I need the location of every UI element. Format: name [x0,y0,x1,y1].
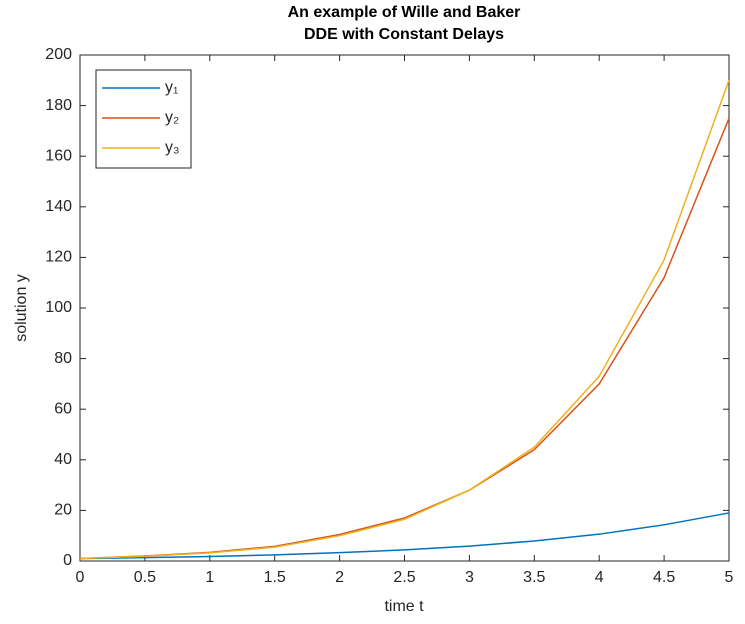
y-tick-label: 0 [63,552,72,569]
legend-box [95,69,192,169]
y-tick-label: 160 [45,147,72,164]
legend-label: y₂ [165,109,179,126]
x-tick-label: 0 [76,569,85,586]
x-tick-label: 1.5 [264,569,286,586]
x-tick-label: 4 [595,569,604,586]
y-tick-label: 180 [45,97,72,114]
x-tick-label: 2 [335,569,344,586]
x-tick-label: 2.5 [393,569,415,586]
y-tick-label: 20 [54,502,72,519]
x-tick-label: 1 [205,569,214,586]
chart-title: An example of Wille and Baker [288,4,521,21]
x-tick-label: 3 [465,569,474,586]
x-tick-label: 3.5 [523,569,545,586]
legend-label: y₃ [165,139,180,156]
x-tick-label: 0.5 [134,569,156,586]
legend-label: y₁ [165,79,178,96]
y-tick-label: 100 [45,299,72,316]
line [79,80,730,560]
y-tick-label: 80 [54,350,72,367]
y-tick-label: 60 [54,400,72,417]
y-tick-label: 200 [45,46,72,63]
x-tick-label: 5 [725,569,734,586]
y-axis-label: solution y [13,274,30,342]
chart-title: DDE with Constant Delays [304,26,504,43]
line [79,512,730,560]
y-tick-label: 120 [45,249,72,266]
x-axis-label: time t [384,598,424,615]
y-tick-label: 140 [45,198,72,215]
x-tick-label: 4.5 [653,569,675,586]
y-tick-label: 40 [54,451,72,468]
